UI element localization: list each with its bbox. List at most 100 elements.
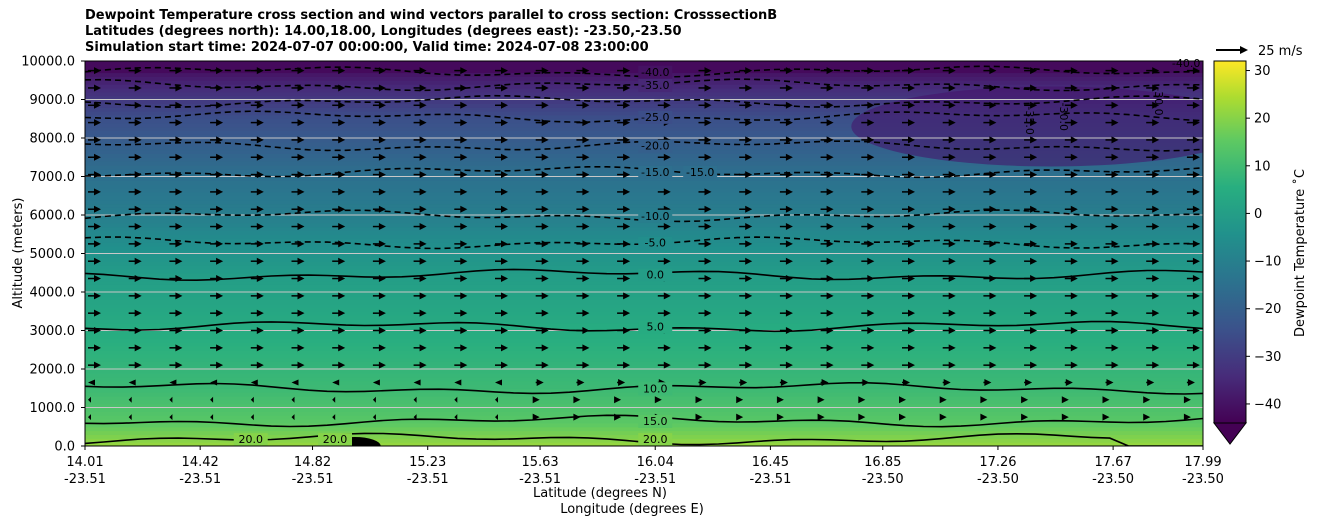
- contour-label-bg: [683, 165, 718, 179]
- wind-vector: [419, 188, 427, 196]
- wind-vector: [1030, 344, 1038, 352]
- wind-vector: [94, 67, 101, 75]
- wind-vector: [858, 396, 866, 404]
- wind-vector: [1143, 396, 1151, 404]
- y-axis: 0.0 1000.0 2000.0 3000.0 4000.0 5000.0 6000.0 7…: [21, 55, 85, 455]
- wind-vector: [908, 309, 915, 317]
- wind-vector: [704, 136, 712, 144]
- contour-label: -10.0: [641, 210, 669, 223]
- wind-vector: [699, 378, 707, 386]
- wind-vector: [948, 101, 956, 109]
- wind-vector: [745, 84, 753, 92]
- fill-band: [85, 226, 1203, 231]
- fill-band: [85, 153, 1203, 158]
- fill-band: [85, 253, 1203, 258]
- fill-band: [85, 199, 1203, 205]
- wind-vector: [338, 292, 346, 300]
- wind-vector: [94, 275, 101, 283]
- wind-vector: [980, 413, 988, 421]
- wind-vector: [989, 171, 997, 179]
- wind-vector: [989, 361, 997, 369]
- wind-vector: [541, 240, 549, 248]
- wind-vector: [378, 101, 386, 109]
- contour-label: 10.0: [643, 382, 668, 395]
- wind-vector: [175, 153, 183, 161]
- wind-vector: [1192, 327, 1200, 334]
- wind-vector: [1070, 361, 1078, 369]
- contour-label-bg: [638, 165, 673, 179]
- wind-vector: [1061, 396, 1069, 404]
- wind-vector: [419, 119, 427, 127]
- wind-vector: [582, 361, 590, 369]
- wind-vector: [908, 223, 915, 231]
- wind-vector: [256, 101, 264, 109]
- wind-vector: [532, 396, 540, 404]
- wind-vector: [501, 275, 508, 283]
- wind-vector: [826, 205, 834, 213]
- wind-vector: [1111, 275, 1119, 283]
- wind-vector: [785, 327, 793, 334]
- wind-vector: [704, 101, 712, 109]
- wind-vector: [94, 101, 101, 109]
- wind-vector: [88, 414, 91, 421]
- wind-vector: [378, 327, 386, 334]
- wind-vector: [1065, 378, 1073, 386]
- quiver-key-label: 25 m/s: [1258, 44, 1303, 59]
- wind-vector: [1111, 344, 1119, 352]
- wind-vector: [175, 205, 183, 213]
- y-tick-label: 0.0: [54, 440, 75, 455]
- wind-vector: [1147, 378, 1155, 386]
- contour-labels: -40.0-35.0-25.0-20.0-15.0 -15.0-10.0-5.00…: [233, 57, 1200, 447]
- wind-vector: [867, 275, 875, 283]
- wind-vector: [867, 153, 875, 161]
- wind-vector: [169, 414, 173, 421]
- wind-vector: [216, 327, 224, 334]
- wind-vector: [908, 275, 915, 283]
- wind-vector: [175, 84, 183, 92]
- wind-vector: [826, 275, 834, 283]
- wind-vector: [1102, 396, 1110, 404]
- contour-label-bg: [638, 139, 673, 153]
- fill-band: [85, 315, 1203, 320]
- fill-band: [85, 369, 1203, 374]
- contour-line: [85, 110, 1203, 123]
- fill-band: [85, 334, 1203, 339]
- wind-vector: [1152, 344, 1160, 352]
- fill-band: [85, 299, 1203, 305]
- wind-vector: [1021, 396, 1029, 404]
- wind-vector: [1152, 327, 1160, 334]
- y-tick-label: 1000.0: [30, 401, 76, 416]
- wind-vector: [460, 67, 468, 75]
- wind-vector: [175, 188, 183, 196]
- wind-vector: [663, 223, 671, 231]
- wind-vector: [1030, 153, 1038, 161]
- wind-vector: [250, 414, 254, 421]
- fill-band: [85, 234, 1203, 239]
- wind-vector: [460, 136, 468, 144]
- wind-vector: [216, 188, 224, 196]
- wind-vector: [867, 101, 875, 109]
- wind-vector: [948, 188, 956, 196]
- wind-vector: [745, 171, 753, 179]
- wind-vector: [297, 275, 305, 283]
- wind-vector: [1192, 136, 1200, 144]
- wind-vector: [867, 327, 875, 334]
- wind-vector: [908, 67, 915, 75]
- x-axis-label-lon: Longitude (degrees E): [560, 502, 704, 517]
- wind-vector: [1070, 205, 1078, 213]
- x-tick-lat: 14.42: [182, 455, 219, 470]
- wind-vector: [989, 153, 997, 161]
- contour-label-bg: [233, 433, 268, 447]
- wind-vector: [582, 223, 590, 231]
- quiver-key-arrowhead: [1240, 46, 1248, 54]
- wind-vector: [216, 292, 224, 300]
- wind-vector: [867, 240, 875, 248]
- wind-vector: [826, 136, 834, 144]
- wind-vector: [1152, 361, 1160, 369]
- x-tick-lat: 17.99: [1184, 455, 1221, 470]
- wind-vector: [419, 223, 427, 231]
- wind-vector: [1025, 378, 1033, 386]
- wind-vector: [134, 223, 142, 231]
- wind-vector: [1111, 119, 1119, 127]
- wind-vector: [908, 292, 915, 300]
